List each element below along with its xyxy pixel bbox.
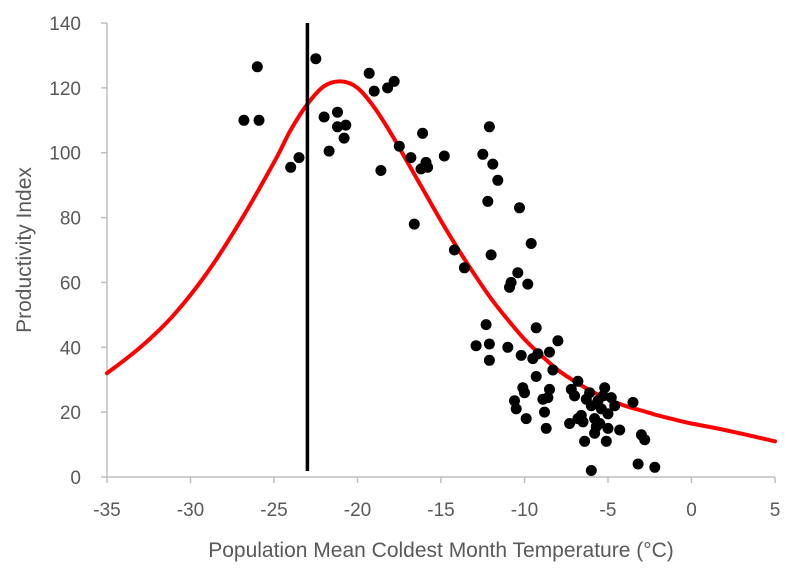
y-tick-label: 100 xyxy=(49,144,81,165)
data-point xyxy=(502,341,514,353)
data-point xyxy=(544,346,555,358)
data-point xyxy=(253,114,265,126)
data-point xyxy=(448,244,460,256)
data-point xyxy=(492,174,504,186)
data-point xyxy=(585,465,597,476)
data-point xyxy=(577,416,589,428)
y-tick-label: 40 xyxy=(60,338,81,359)
data-point xyxy=(482,195,494,207)
x-tick-label: -25 xyxy=(260,500,287,521)
data-point xyxy=(569,390,581,402)
data-point xyxy=(318,111,330,123)
data-point xyxy=(512,267,524,279)
y-axis-title: Productivity Index xyxy=(13,167,36,333)
data-point xyxy=(483,121,495,133)
data-point xyxy=(539,406,550,418)
data-point xyxy=(649,461,661,473)
data-point xyxy=(547,364,559,376)
data-point xyxy=(594,418,606,429)
data-point xyxy=(519,387,530,399)
data-point xyxy=(338,132,350,144)
data-point xyxy=(438,150,450,162)
x-tick-label: 0 xyxy=(686,500,697,521)
data-point xyxy=(285,161,297,173)
data-point xyxy=(514,202,525,214)
data-point xyxy=(458,262,470,274)
data-point xyxy=(544,383,555,395)
data-point xyxy=(368,85,380,97)
data-point xyxy=(470,340,482,352)
y-tick-label: 60 xyxy=(60,273,81,294)
x-tick-label: -15 xyxy=(427,500,454,521)
data-point xyxy=(540,422,552,434)
data-point xyxy=(375,165,387,176)
x-tick-label: 5 xyxy=(770,500,781,521)
data-point xyxy=(310,53,322,65)
data-point xyxy=(408,218,420,230)
data-point xyxy=(483,338,495,350)
data-point xyxy=(639,434,651,446)
data-point xyxy=(520,413,532,425)
y-tick-label: 0 xyxy=(70,468,81,489)
data-point xyxy=(614,424,626,436)
x-tick-label: -20 xyxy=(344,500,371,521)
y-tick-label: 120 xyxy=(49,79,81,100)
data-point xyxy=(627,396,639,408)
y-tick-label: 80 xyxy=(60,209,81,230)
x-tick-label: -35 xyxy=(93,500,120,521)
data-point xyxy=(584,387,596,399)
data-point xyxy=(477,148,489,160)
axes xyxy=(101,22,776,483)
y-tick-labels: 0 20 40 60 80 100 120 140 xyxy=(49,14,81,489)
data-point xyxy=(599,382,611,394)
data-point xyxy=(600,435,612,447)
y-tick-label: 140 xyxy=(49,14,81,35)
data-point xyxy=(505,276,517,288)
data-point xyxy=(525,238,537,249)
data-point xyxy=(552,335,564,347)
data-point xyxy=(332,106,343,118)
data-point xyxy=(405,152,417,164)
data-point xyxy=(332,121,343,133)
data-point xyxy=(572,375,584,387)
y-tick-label: 20 xyxy=(60,403,81,424)
data-point xyxy=(251,61,263,73)
data-point xyxy=(609,400,621,412)
y-tick-marks xyxy=(101,22,107,478)
fitted-curve xyxy=(105,79,777,444)
data-point xyxy=(293,152,305,164)
data-point xyxy=(602,422,614,434)
x-tick-marks xyxy=(106,477,776,483)
data-point xyxy=(485,249,497,261)
x-axis-title: Population Mean Coldest Month Temperatur… xyxy=(208,539,674,562)
data-point xyxy=(480,319,492,331)
data-point xyxy=(363,67,375,79)
x-tick-labels: -35 -30 -25 -20 -15 -10 -5 0 5 xyxy=(93,500,780,521)
data-point xyxy=(487,158,499,170)
data-point xyxy=(238,114,250,126)
data-point xyxy=(417,127,429,139)
data-point xyxy=(515,349,527,361)
data-point xyxy=(632,458,644,470)
data-point xyxy=(530,322,542,334)
x-tick-label: -5 xyxy=(600,500,617,521)
data-point xyxy=(510,403,522,415)
data-point xyxy=(532,348,544,360)
data-point xyxy=(323,145,335,157)
scatter-points xyxy=(238,53,661,476)
data-point xyxy=(422,161,434,173)
data-point xyxy=(564,418,576,429)
x-tick-label: -10 xyxy=(511,500,538,521)
data-point xyxy=(483,354,495,366)
data-point xyxy=(602,408,614,420)
data-point xyxy=(393,140,405,152)
data-point xyxy=(542,392,554,404)
x-tick-label: -30 xyxy=(177,500,204,521)
data-point xyxy=(530,371,542,382)
data-point xyxy=(388,75,400,87)
data-point xyxy=(579,435,591,447)
data-point xyxy=(340,119,352,131)
data-point xyxy=(522,278,534,290)
